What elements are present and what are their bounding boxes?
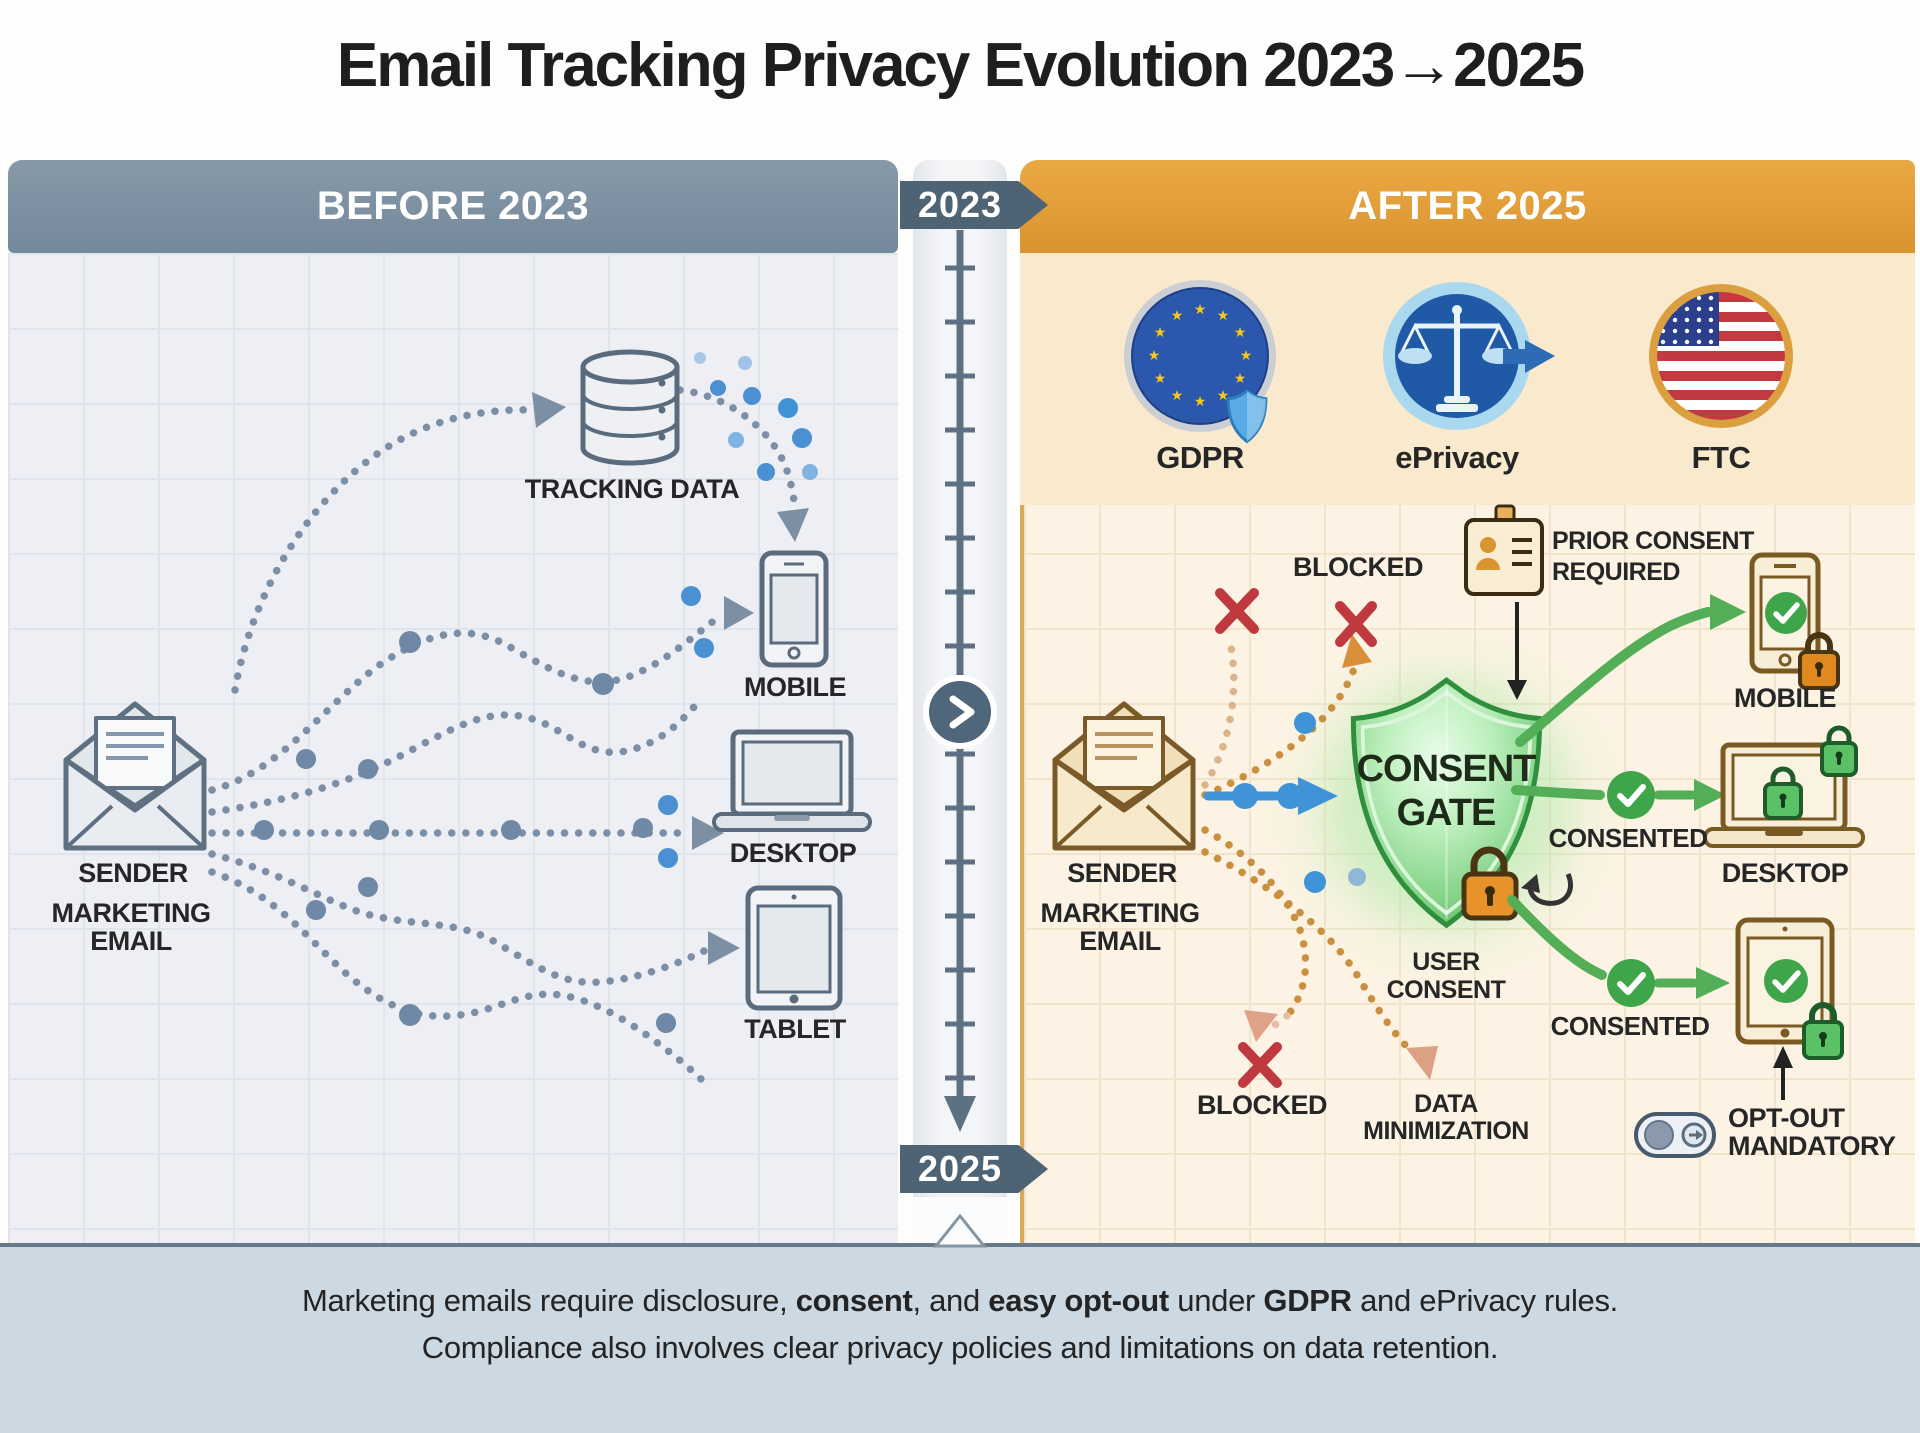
consent-gate-label-line2: GATE [1396, 792, 1497, 834]
before-mobile-label: MOBILE [744, 672, 847, 702]
blocked-x-icons [1215, 588, 1377, 1088]
tracking-data-label: TRACKING DATA [524, 474, 740, 504]
svg-text:★: ★ [1217, 308, 1230, 324]
consent-gate-shield-icon [1350, 677, 1543, 929]
blocked-top-label: BLOCKED [1293, 552, 1424, 582]
svg-text:★: ★ [1171, 308, 1184, 324]
svg-text:★: ★ [1154, 371, 1167, 387]
before-tablet-icon [745, 885, 843, 1011]
consented-check-desktop-icon [1607, 771, 1655, 819]
after-panel-header: AFTER 2025 [1020, 160, 1915, 253]
timeline-end-banner: 2025 [900, 1145, 1048, 1193]
before-panel-header: BEFORE 2023 [8, 160, 898, 253]
consented-desktop-label: CONSENTED [1548, 823, 1708, 853]
svg-text:★: ★ [1240, 348, 1253, 364]
before-marketing-label: MARKETING [51, 898, 212, 928]
data-minimization-label-line2: MINIMIZATION [1363, 1117, 1529, 1145]
timeline-start-banner: 2023 [900, 181, 1048, 229]
optout-label-line2: MANDATORY [1728, 1131, 1896, 1161]
after-blue-arrow [1203, 777, 1338, 815]
after-tablet-icon [1735, 917, 1844, 1060]
before-flow-dots [254, 631, 676, 1033]
after-marketing-label: MARKETING [1040, 898, 1201, 928]
after-mobile-label: MOBILE [1734, 683, 1837, 713]
tablet-lock-icon [1802, 1002, 1844, 1060]
timeline-chevron-circle [923, 675, 997, 749]
svg-text:★: ★ [1194, 302, 1207, 318]
after-blocked-arrowheads [1244, 634, 1438, 1080]
svg-text:★: ★ [1171, 388, 1184, 404]
before-sender-label: SENDER [78, 858, 188, 888]
svg-text:★: ★ [1217, 388, 1230, 404]
optout-toggle-icon [1634, 1112, 1716, 1158]
before-blue-dots [658, 352, 818, 868]
before-mobile-icon [759, 550, 829, 668]
before-tablet-label: TABLET [744, 1014, 846, 1044]
eprivacy-label: ePrivacy [1395, 440, 1519, 475]
consent-green-flows [1507, 607, 1713, 988]
badge-to-gate-arrow [1507, 602, 1527, 700]
before-email-label: EMAIL [90, 926, 172, 956]
consented-check-tablet-icon [1607, 959, 1655, 1007]
consent-return-arrow-icon [1521, 872, 1573, 906]
prior-consent-label-line2: REQUIRED [1552, 558, 1680, 586]
after-sender-label: SENDER [1067, 858, 1177, 888]
after-desktop-label: DESKTOP [1721, 858, 1849, 888]
gdpr-badge-icon: ★★★ ★★★ ★★★ ★ ★★ [1124, 280, 1276, 444]
tracking-database-icon [580, 349, 680, 466]
timeline-footer-notch [932, 1213, 988, 1248]
desktop-corner-lock-icon [1820, 725, 1858, 777]
prior-consent-label-line1: PRIOR CONSENT [1552, 527, 1754, 555]
gdpr-shield-accent [1226, 389, 1268, 444]
page-title: Email Tracking Privacy Evolution 2023→20… [336, 31, 1585, 100]
consent-gate-lock-icon [1461, 846, 1519, 921]
desktop-screen-lock-icon [1763, 766, 1803, 820]
svg-text:★: ★ [1148, 348, 1161, 364]
svg-text:★: ★ [1234, 371, 1247, 387]
svg-text:★: ★ [1154, 325, 1167, 341]
after-blue-dots [1294, 712, 1366, 893]
after-tracking-flows [1201, 638, 1414, 1054]
footer-text-line1: Marketing emails require disclosure, con… [302, 1283, 1618, 1318]
after-email-label: EMAIL [1079, 926, 1161, 956]
svg-text:★: ★ [1194, 394, 1207, 410]
ftc-label: FTC [1691, 440, 1751, 475]
optout-to-tablet-arrow [1773, 1046, 1793, 1100]
after-mobile-icon [1749, 552, 1840, 690]
before-desktop-icon [712, 729, 872, 832]
after-sender-envelope-icon [1052, 701, 1196, 851]
ftc-badge-icon [1649, 284, 1793, 428]
before-flow-arrowheads [532, 392, 809, 965]
before-sender-envelope-icon [63, 701, 207, 851]
consented-tablet-label: CONSENTED [1550, 1011, 1710, 1041]
mobile-lock-icon [1798, 632, 1840, 690]
timeline-axis [944, 230, 976, 1132]
optout-label-line1: OPT-OUT [1728, 1103, 1845, 1133]
eprivacy-arrow [1503, 340, 1555, 373]
blocked-bottom-label: BLOCKED [1197, 1090, 1328, 1120]
gdpr-label: GDPR [1156, 440, 1244, 475]
footer-text-line2: Compliance also involves clear privacy p… [421, 1330, 1499, 1365]
user-consent-label-line1: USER [1412, 948, 1480, 976]
prior-consent-badge-icon [1464, 504, 1544, 596]
eprivacy-badge-icon [1383, 282, 1555, 430]
svg-text:★: ★ [1234, 325, 1247, 341]
before-tracking-flows [208, 386, 799, 1092]
consent-green-arrowheads [1694, 594, 1746, 999]
after-desktop-icon [1703, 725, 1865, 848]
user-consent-label-line2: CONSENT [1386, 976, 1506, 1004]
data-minimization-label-line1: DATA [1414, 1090, 1478, 1118]
before-desktop-label: DESKTOP [729, 838, 857, 868]
consent-gate-label-line1: CONSENT [1356, 748, 1537, 790]
